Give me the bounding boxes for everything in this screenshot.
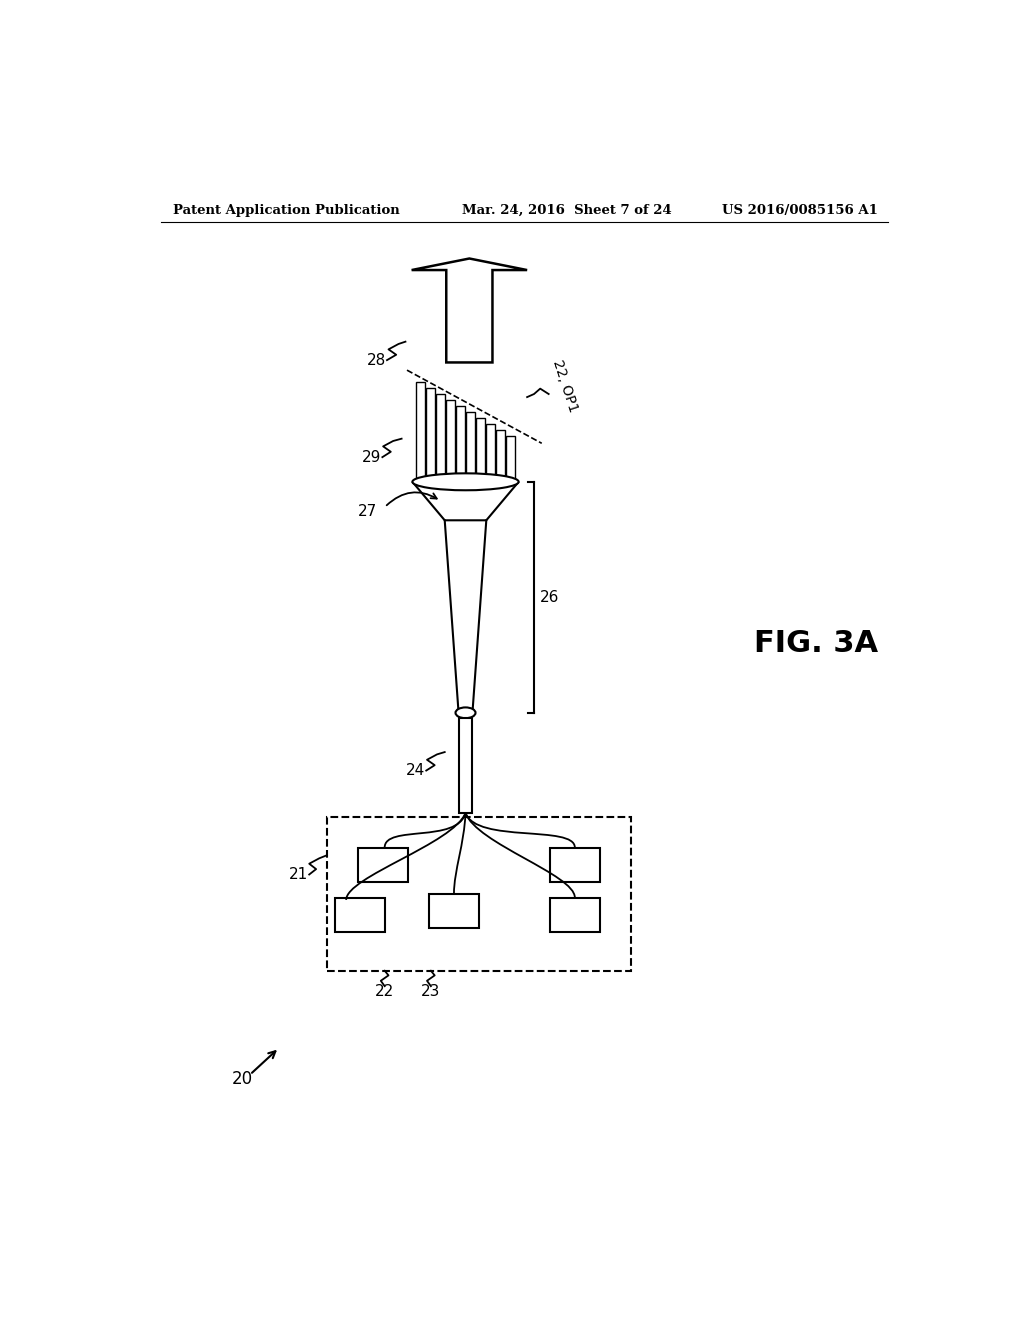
- Bar: [466, 412, 475, 482]
- Bar: [497, 429, 505, 482]
- Bar: [436, 393, 444, 482]
- Bar: [416, 381, 425, 482]
- Text: 23: 23: [421, 983, 440, 999]
- Text: 22, OP1: 22, OP1: [550, 358, 581, 414]
- Bar: [429, 894, 479, 928]
- Bar: [426, 388, 435, 482]
- Polygon shape: [412, 259, 527, 363]
- Bar: [550, 847, 600, 882]
- Text: Mar. 24, 2016  Sheet 7 of 24: Mar. 24, 2016 Sheet 7 of 24: [462, 205, 672, 218]
- Text: 20: 20: [231, 1069, 253, 1088]
- Bar: [357, 847, 408, 882]
- Text: FIG. 3A: FIG. 3A: [755, 630, 879, 657]
- Polygon shape: [413, 482, 518, 520]
- Text: Patent Application Publication: Patent Application Publication: [173, 205, 399, 218]
- Bar: [506, 436, 515, 482]
- Text: 22: 22: [375, 983, 394, 999]
- Bar: [457, 405, 465, 482]
- Bar: [550, 898, 600, 932]
- Text: 27: 27: [357, 503, 377, 519]
- Text: 21: 21: [289, 867, 307, 882]
- Bar: [486, 424, 495, 482]
- Text: 24: 24: [407, 763, 425, 777]
- Ellipse shape: [413, 474, 518, 490]
- Bar: [446, 400, 455, 482]
- Text: US 2016/0085156 A1: US 2016/0085156 A1: [722, 205, 878, 218]
- Text: 28: 28: [367, 352, 386, 368]
- Text: 29: 29: [362, 450, 382, 465]
- Bar: [459, 718, 472, 813]
- Bar: [335, 898, 385, 932]
- Text: 26: 26: [541, 590, 559, 605]
- Bar: [476, 417, 484, 482]
- Ellipse shape: [456, 708, 475, 718]
- Bar: [327, 817, 631, 970]
